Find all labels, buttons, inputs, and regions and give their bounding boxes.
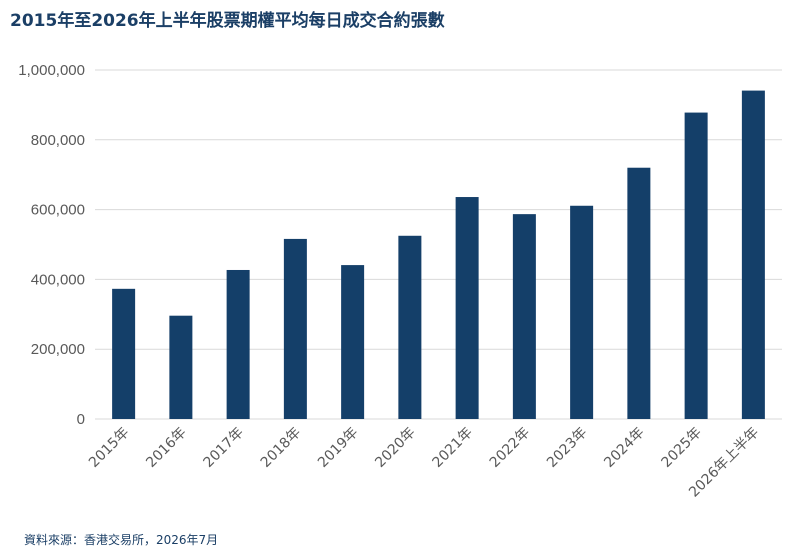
bars bbox=[112, 90, 765, 419]
bar bbox=[512, 214, 536, 419]
x-tick-label: 2019年 bbox=[315, 425, 361, 471]
x-tick-label: 2022年 bbox=[487, 425, 533, 471]
y-axis-tick-labels: 0 200,000 400,000 600,000 800,000 1,000,000 bbox=[18, 62, 85, 428]
chart-title: 2015年至2026年上半年股票期權平均每日成交合約張數 bbox=[10, 11, 445, 31]
y-tick-label: 1,000,000 bbox=[18, 62, 85, 79]
bar bbox=[455, 197, 479, 419]
source-note: 資料來源：香港交易所，2026年7月 bbox=[24, 533, 219, 547]
y-tick-label: 200,000 bbox=[31, 341, 85, 358]
x-tick-label: 2020年 bbox=[372, 425, 418, 471]
x-axis-tick-labels: 2015年 2016年 2017年 2018年 2019年 2020年 2021年 2022年… bbox=[86, 425, 762, 501]
bar bbox=[627, 167, 651, 419]
bar bbox=[112, 288, 136, 419]
bar bbox=[684, 112, 708, 419]
x-tick-label: 2018年 bbox=[258, 425, 304, 471]
gridlines bbox=[95, 69, 782, 420]
bar bbox=[570, 205, 594, 419]
bar bbox=[398, 235, 422, 419]
y-tick-label: 0 bbox=[77, 411, 85, 428]
x-tick-label: 2024年 bbox=[601, 425, 647, 471]
bar bbox=[741, 90, 765, 419]
x-tick-label: 2017年 bbox=[201, 425, 247, 471]
y-tick-label: 600,000 bbox=[31, 202, 85, 219]
y-tick-label: 800,000 bbox=[31, 132, 85, 149]
y-tick-label: 400,000 bbox=[31, 271, 85, 288]
x-tick-label: 2016年 bbox=[143, 425, 189, 471]
x-tick-label: 2015年 bbox=[86, 425, 132, 471]
bar bbox=[341, 265, 365, 419]
bar bbox=[169, 315, 193, 419]
bar bbox=[283, 238, 307, 419]
x-tick-label: 2021年 bbox=[430, 425, 476, 471]
x-tick-label: 2023年 bbox=[544, 425, 590, 471]
x-tick-label: 2025年 bbox=[659, 425, 705, 471]
bar bbox=[226, 269, 250, 419]
